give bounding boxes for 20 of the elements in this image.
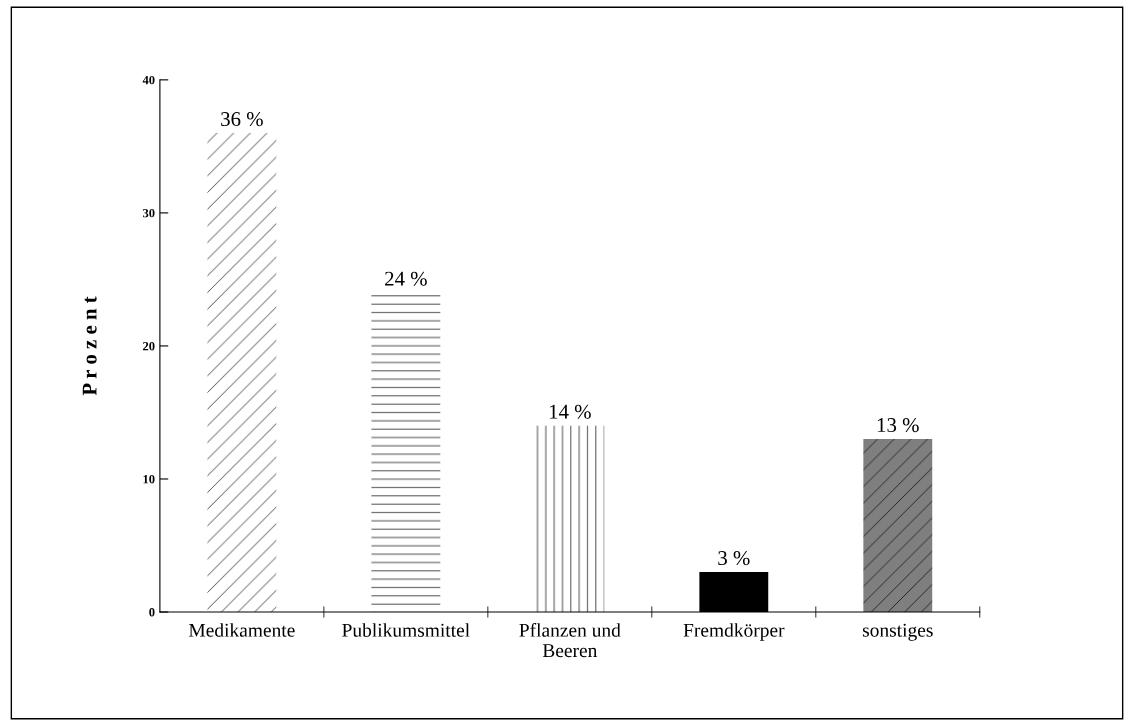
x-tick-label: Fremdkörper (683, 623, 785, 641)
data-label: 36 % (221, 112, 263, 127)
bar (371, 292, 441, 613)
data-label: 3 % (718, 551, 750, 566)
x-tick-label: Medikamente (188, 623, 295, 637)
bar (535, 425, 605, 613)
data-label: 24 % (385, 271, 427, 286)
data-label: 14 % (549, 404, 591, 419)
bar (207, 133, 277, 613)
y-tick-label: 30 (143, 208, 155, 218)
bar (863, 439, 933, 613)
data-label: 13 % (877, 418, 919, 433)
x-tick-label: sonstiges (862, 623, 933, 641)
y-tick-label: 20 (143, 341, 155, 351)
x-tick-label: Pflanzen und Beeren (519, 622, 621, 658)
y-axis-title: P r o z e n t (82, 296, 97, 396)
y-tick-label: 40 (142, 75, 155, 85)
y-tick-label: 10 (143, 475, 155, 484)
x-tick-label: Publikumsmittel (342, 623, 470, 637)
y-tick-label: 0 (149, 608, 155, 617)
